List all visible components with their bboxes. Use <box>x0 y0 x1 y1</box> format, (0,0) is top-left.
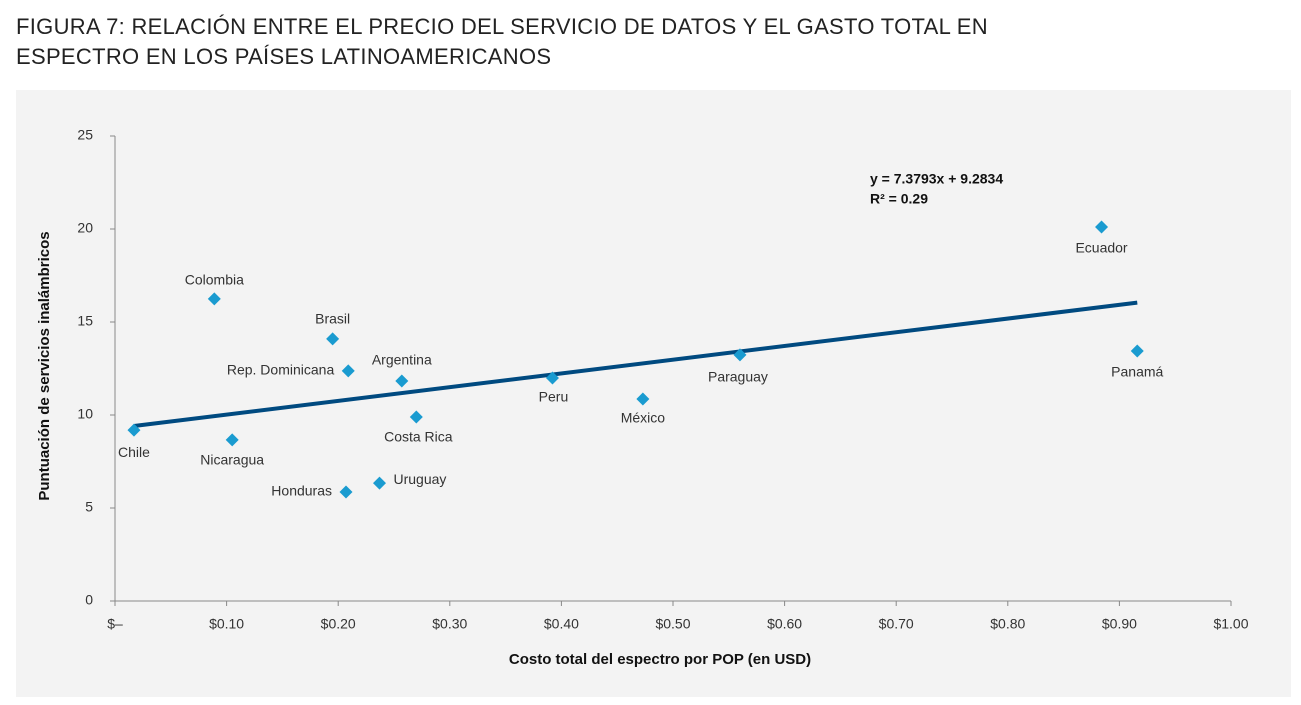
x-tick-label: $0.50 <box>655 616 690 632</box>
point-label: Argentina <box>372 352 432 368</box>
data-point <box>127 423 141 437</box>
data-point <box>372 476 386 490</box>
y-tick-label: 5 <box>85 499 93 515</box>
x-tick-label: $0.40 <box>544 616 579 632</box>
trend-equation: y = 7.3793x + 9.2834 <box>870 171 1003 187</box>
x-tick-label: $0.80 <box>990 616 1025 632</box>
trend-line <box>133 300 1138 428</box>
point-label: Nicaragua <box>200 452 264 468</box>
point-label: Brasil <box>315 311 350 327</box>
data-point <box>395 374 409 388</box>
r-squared: R² = 0.29 <box>870 191 928 207</box>
y-tick-label: 0 <box>85 592 93 608</box>
data-point <box>207 292 221 306</box>
point-label: Paraguay <box>708 369 768 385</box>
point-label: Ecuador <box>1075 240 1127 256</box>
x-tick-label: $0.30 <box>432 616 467 632</box>
x-tick-label: $– <box>107 616 123 632</box>
x-tick-label: $0.20 <box>321 616 356 632</box>
data-point <box>339 485 353 499</box>
data-point <box>636 392 650 406</box>
point-label: Honduras <box>271 483 332 499</box>
point-label: México <box>621 410 666 426</box>
y-axis-title: Puntuación de servicios inalámbricos <box>36 231 53 500</box>
plot-panel <box>16 90 1291 697</box>
point-label: Panamá <box>1111 364 1163 380</box>
data-point <box>545 371 559 385</box>
y-tick-label: 15 <box>77 313 93 329</box>
data-point <box>409 410 423 424</box>
chart-title: FIGURA 7: RELACIÓN ENTRE EL PRECIO DEL S… <box>16 14 988 69</box>
x-axis-title: Costo total del espectro por POP (en USD… <box>509 651 811 668</box>
data-point <box>1130 344 1144 358</box>
x-tick-label: $0.60 <box>767 616 802 632</box>
data-point <box>341 364 355 378</box>
data-point <box>326 332 340 346</box>
x-tick-label: $0.90 <box>1102 616 1137 632</box>
x-tick-label: $0.70 <box>879 616 914 632</box>
point-label: Colombia <box>185 272 244 288</box>
point-label: Chile <box>118 444 150 460</box>
y-tick-label: 20 <box>77 220 93 236</box>
data-point <box>733 348 747 362</box>
y-tick-label: 25 <box>77 127 93 143</box>
data-point <box>1095 220 1109 234</box>
x-tick-label: $0.10 <box>209 616 244 632</box>
point-label: Uruguay <box>393 471 446 487</box>
point-label: Peru <box>539 389 569 405</box>
point-label: Costa Rica <box>384 429 453 445</box>
point-label: Rep. Dominicana <box>227 362 335 378</box>
y-tick-label: 10 <box>77 406 93 422</box>
x-tick-label: $1.00 <box>1213 616 1248 632</box>
data-point <box>225 433 239 447</box>
